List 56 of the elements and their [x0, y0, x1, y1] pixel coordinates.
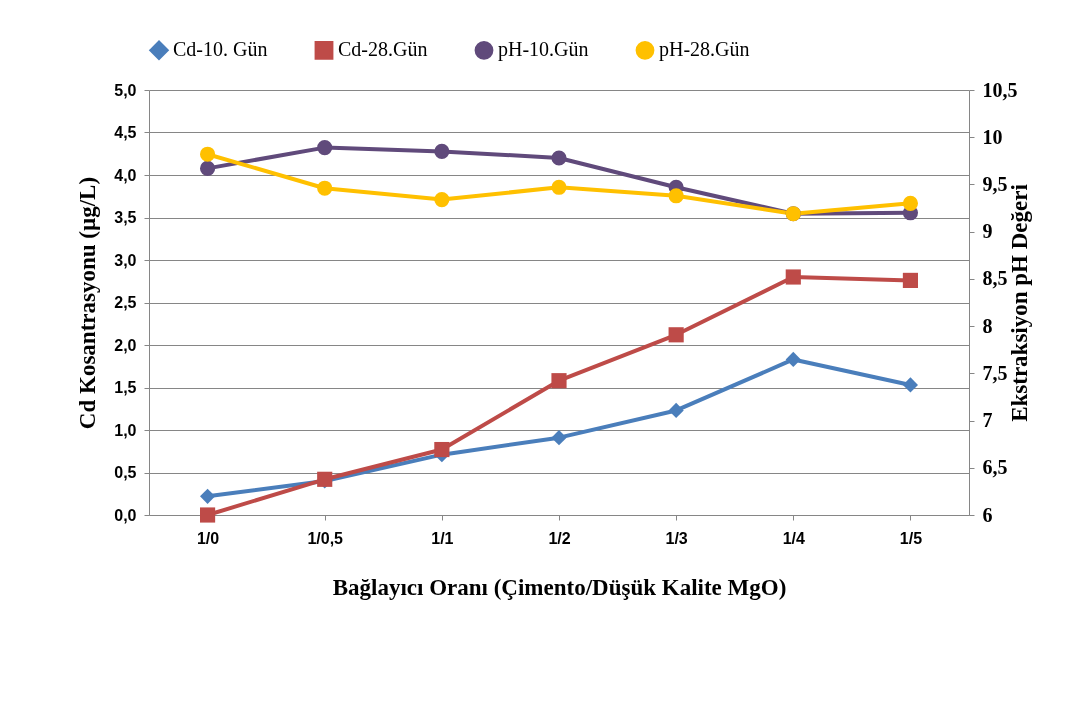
y-tick-label: 3,5 [114, 209, 137, 226]
x-tick-label: 1/1 [431, 529, 454, 547]
point [199, 160, 216, 176]
legend-label: Cd-28.Gün [338, 38, 428, 61]
point [317, 140, 333, 156]
point [434, 143, 450, 159]
y2-tick-label: 9 [982, 220, 993, 243]
x-tick-label: 1/5 [899, 529, 923, 547]
y2-tick-label: 8 [982, 314, 993, 337]
y-tick-label: 2,5 [114, 294, 137, 311]
point [551, 373, 567, 389]
y2-tick-label: 8,5 [982, 267, 1008, 290]
point [785, 269, 801, 285]
y-tick-label: 1,5 [114, 379, 137, 396]
y2-tick-label: 9,5 [982, 172, 1008, 195]
point [902, 377, 919, 393]
y-tick-label: 3,0 [114, 251, 137, 269]
point [551, 430, 567, 446]
y2-tick-label: 7 [982, 409, 993, 432]
x-tick-label: 1/3 [665, 529, 688, 547]
legend-label: pH-10.Gün [498, 38, 589, 62]
point [668, 402, 684, 419]
point [434, 441, 450, 458]
y-tick-label: 1,0 [114, 421, 137, 439]
point [668, 327, 684, 343]
y-tick-label: 2,0 [114, 336, 137, 354]
legend-label: Cd-10. Gün [173, 38, 268, 61]
y-axis-title: Cd Kosantrasyonu (µg/L) [75, 176, 101, 430]
y2-tick-label: 6,5 [982, 456, 1008, 479]
y2-tick-label: 6 [982, 503, 993, 526]
point [785, 351, 801, 368]
y-tick-label: 5,0 [114, 81, 137, 99]
x-tick-label: 1/2 [548, 529, 571, 547]
point [902, 195, 919, 211]
point [199, 507, 216, 523]
y2-tick-label: 10 [982, 125, 1003, 148]
y2-axis-title: Ekstraksiyon pH Değeri [1006, 183, 1032, 422]
x-tick-label: 1/4 [782, 529, 805, 547]
y-tick-label: 0,5 [114, 464, 137, 481]
point [902, 272, 919, 288]
y-tick-label: 4,5 [114, 124, 137, 141]
point [551, 150, 567, 166]
legend-label: pH-28.Gün [659, 38, 750, 62]
point [199, 488, 216, 504]
x-tick-label: 1/0,5 [307, 529, 344, 547]
y-tick-label: 4,0 [114, 166, 137, 184]
y2-tick-label: 10,5 [982, 78, 1018, 101]
x-tick-label: 1/0 [196, 529, 220, 547]
point [434, 191, 450, 208]
y-tick-label: 0,0 [114, 506, 137, 524]
x-axis-title: Bağlayıcı Oranı (Çimento/Düşük Kalite MgO) [332, 574, 787, 600]
point [317, 180, 333, 196]
point [551, 179, 567, 195]
point [668, 188, 684, 204]
y2-tick-label: 7,5 [982, 361, 1008, 384]
point [199, 146, 216, 162]
